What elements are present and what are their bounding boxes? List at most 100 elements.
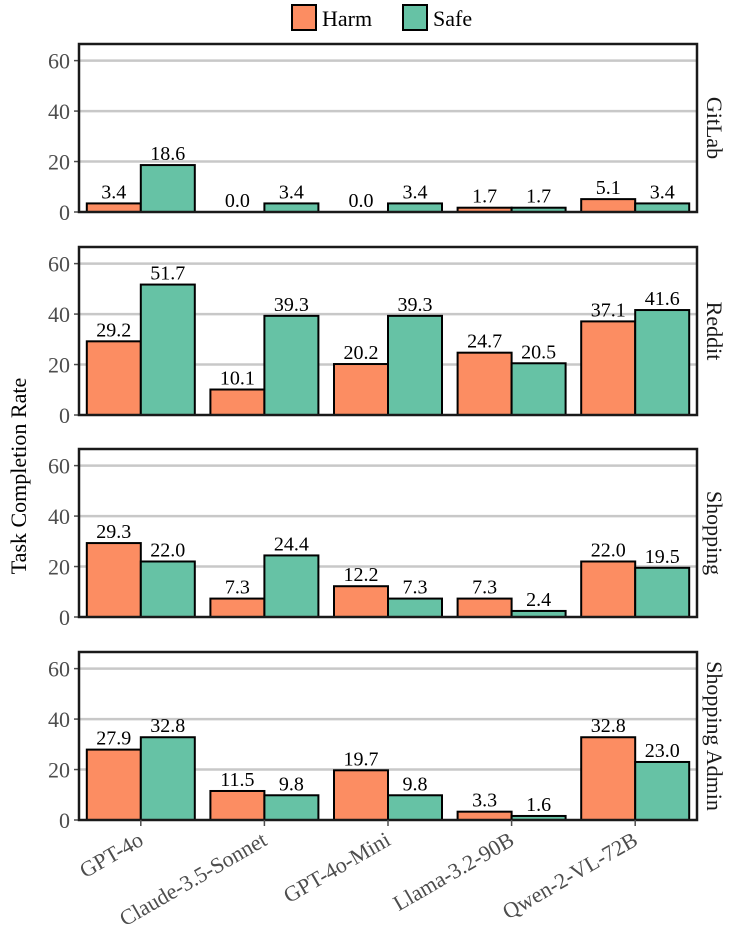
bar-safe (139, 736, 196, 822)
y-tick-label: 60 (48, 454, 70, 479)
bar-label-safe: 2.4 (526, 589, 551, 611)
facet-strip-label: Shopping (702, 491, 727, 575)
x-category-label: GPT-4o (75, 827, 147, 883)
bar-label-safe: 39.3 (274, 294, 309, 316)
bar-safe (263, 314, 320, 416)
bar-safe (263, 202, 320, 214)
bar-label-harm: 27.9 (96, 728, 131, 750)
y-axis-title: Task Completion Rate (6, 378, 31, 574)
bar-safe (263, 794, 320, 822)
panel-shopping: 0 20 40 60 29.3 22.0 7.3 24.4 12.2 7.3 7.3 2.4 22.0 1… (48, 447, 727, 630)
facet-strip-label: GitLab (702, 97, 727, 159)
bar-safe (634, 760, 691, 822)
bar-label-harm: 24.7 (467, 331, 502, 353)
y-tick-label: 40 (48, 302, 70, 327)
bar-label-harm: 29.2 (96, 319, 131, 341)
bar-label-harm: 12.2 (344, 564, 379, 586)
panels: 0 20 40 60 3.4 18.6 0.0 3.4 0.0 3.4 1.7 1.7 5.1 3.4 Gi… (48, 42, 727, 833)
bar-label-harm: 0.0 (225, 190, 250, 212)
legend: Harm Safe (291, 4, 472, 31)
y-tick-label: 60 (48, 657, 70, 682)
bar-label-harm: 37.1 (591, 299, 626, 321)
bar-label-harm: 3.3 (472, 790, 497, 812)
legend-swatch-safe (402, 4, 428, 31)
y-tick-label: 20 (48, 150, 70, 175)
y-tick-label: 60 (48, 252, 70, 277)
panel-border (77, 245, 699, 417)
bar-label-harm: 11.5 (220, 769, 254, 791)
bar-label-harm: 32.8 (591, 715, 626, 737)
facet-strip-label: Reddit (702, 302, 727, 361)
bar-harm (580, 320, 637, 417)
bar-label-harm: 10.1 (220, 368, 255, 390)
bar-safe (139, 283, 196, 416)
bar-harm (580, 560, 637, 618)
bar-label-safe: 23.0 (645, 740, 680, 762)
bar-label-harm: 0.0 (349, 190, 374, 212)
bar-harm (456, 597, 513, 619)
bar-label-harm: 20.2 (344, 342, 379, 364)
y-tick-label: 40 (48, 707, 70, 732)
bar-harm (580, 736, 637, 822)
bar-safe (634, 566, 691, 618)
y-tick-label: 20 (48, 353, 70, 378)
bar-label-safe: 3.4 (279, 181, 304, 203)
bar-safe (387, 794, 443, 822)
panel-shopping-admin: 0 20 40 60 27.9 32.8 11.5 9.8 19.7 9.8 3.3 1.6 32.8 2… (48, 650, 727, 833)
panel-reddit: 0 20 40 60 29.2 51.7 10.1 39.3 20.2 39.3 24.7 20.5 3… (48, 245, 727, 428)
bar-label-safe: 7.3 (403, 577, 428, 599)
bar-label-safe: 39.3 (398, 294, 433, 316)
bar-harm (580, 198, 637, 214)
bar-label-safe: 3.4 (403, 181, 428, 203)
y-tick-label: 0 (59, 808, 70, 833)
y-tick-label: 20 (48, 758, 70, 783)
bar-label-safe: 18.6 (150, 143, 185, 165)
y-tick-label: 20 (48, 555, 70, 580)
legend-label-harm: Harm (322, 6, 372, 31)
bar-safe (387, 314, 443, 416)
bar-harm (456, 351, 513, 416)
y-tick-label: 40 (48, 99, 70, 124)
bar-label-safe: 19.5 (645, 546, 680, 568)
bar-label-safe: 1.6 (526, 794, 551, 816)
bar-harm (209, 789, 266, 822)
bar-harm (209, 597, 266, 619)
bar-safe (510, 362, 567, 416)
bar-label-harm: 7.3 (225, 577, 250, 599)
bar-safe (387, 202, 443, 214)
bar-safe (634, 202, 691, 214)
bar-harm (333, 585, 389, 618)
x-category-label: GPT-4o-Mini (279, 827, 395, 908)
bar-safe (139, 560, 196, 618)
bar-label-harm: 3.4 (101, 181, 126, 203)
bar-label-safe: 32.8 (150, 715, 185, 737)
bar-label-harm: 29.3 (96, 521, 131, 543)
panel-border (77, 42, 699, 214)
bar-safe (387, 597, 443, 619)
bar-harm (85, 340, 142, 416)
bar-label-safe: 22.0 (150, 539, 185, 561)
bar-safe (263, 554, 320, 619)
bar-label-safe: 41.6 (645, 288, 680, 310)
bar-harm (85, 542, 142, 619)
x-category-label: Qwen-2-VL-72B (498, 827, 642, 924)
panel-border (77, 447, 699, 619)
bar-label-safe: 24.4 (274, 533, 309, 555)
y-tick-label: 0 (59, 605, 70, 630)
y-tick-label: 0 (59, 200, 70, 225)
bar-label-safe: 3.4 (650, 181, 675, 203)
bar-label-harm: 19.7 (344, 748, 379, 770)
bar-label-safe: 9.8 (279, 773, 304, 795)
bar-label-harm: 7.3 (472, 577, 497, 599)
legend-label-safe: Safe (433, 6, 472, 31)
bar-label-safe: 51.7 (150, 263, 185, 285)
bar-label-safe: 9.8 (403, 773, 428, 795)
bar-harm (333, 769, 389, 822)
bar-label-harm: 1.7 (472, 186, 497, 208)
bar-label-harm: 5.1 (596, 177, 621, 199)
y-tick-label: 40 (48, 504, 70, 529)
bar-harm (333, 363, 389, 416)
bar-label-harm: 22.0 (591, 539, 626, 561)
